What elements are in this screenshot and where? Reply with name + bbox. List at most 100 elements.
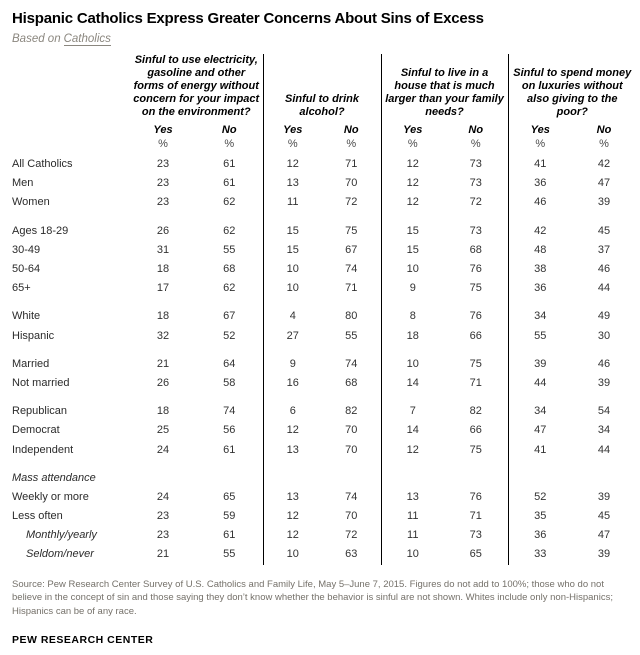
value-cell: 18 xyxy=(156,405,170,418)
value-cell: 18 xyxy=(156,310,170,323)
value-cell: 36 xyxy=(507,174,573,194)
value-cell: 25 xyxy=(156,424,170,437)
value-cell: 62 xyxy=(223,196,236,209)
value-cell xyxy=(322,213,381,222)
value-cell: 67 xyxy=(223,310,236,323)
section-row: Mass attendance xyxy=(12,468,636,488)
value-cell: 12 xyxy=(380,174,445,194)
value-cell: 76 xyxy=(469,310,482,323)
value-cell: 52 xyxy=(223,329,236,342)
value-cell: 15 xyxy=(262,221,322,241)
value-cell: 46 xyxy=(597,263,611,276)
value-cell: 11 xyxy=(380,526,445,546)
value-cell: 10 xyxy=(262,279,322,299)
value-cell: 55 xyxy=(507,326,573,346)
source-note: Source: Pew Research Center Survey of U.… xyxy=(12,578,613,618)
table-row: 30-49 31 55 15 67 15 68 48 37 xyxy=(12,240,636,261)
row-label: Monthly/yearly xyxy=(26,529,97,542)
value-cell xyxy=(130,393,196,402)
value-cell: 75 xyxy=(469,443,482,456)
value-cell: 10 xyxy=(380,260,445,280)
value-cell xyxy=(507,468,573,488)
value-cell: 12 xyxy=(380,193,445,213)
no-column-header: No xyxy=(596,124,612,137)
value-cell: 73 xyxy=(469,224,482,237)
value-cell: 23 xyxy=(156,177,170,190)
value-cell: 59 xyxy=(223,510,236,523)
value-cell xyxy=(196,393,263,402)
table-row: All Catholics 23 61 12 71 12 73 41 42 xyxy=(12,155,636,175)
value-cell: 71 xyxy=(469,510,482,523)
catholics-link[interactable]: Catholics xyxy=(63,33,111,47)
percent-symbol: % xyxy=(346,138,357,151)
row-label: Independent xyxy=(12,443,74,456)
yes-column-header: Yes xyxy=(507,122,573,138)
value-cell: 15 xyxy=(380,240,445,261)
value-cell: 33 xyxy=(507,545,573,565)
value-cell: 72 xyxy=(345,196,358,209)
value-cell xyxy=(262,298,322,308)
value-cell xyxy=(380,393,445,403)
value-cell: 39 xyxy=(597,196,611,209)
value-cell xyxy=(130,298,196,307)
value-cell: 76 xyxy=(469,490,482,503)
value-cell: 15 xyxy=(380,221,445,241)
spacer-row xyxy=(12,459,636,469)
value-cell: 82 xyxy=(469,405,482,418)
value-cell: 12 xyxy=(380,440,445,460)
pew-research-center-logo: PEW RESEARCH CENTER xyxy=(12,634,154,646)
table-row: White 18 67 4 80 8 76 34 49 xyxy=(12,307,636,327)
value-cell xyxy=(507,459,573,469)
value-cell: 12 xyxy=(262,421,322,441)
value-cell: 4 xyxy=(262,307,322,327)
table-row: Independent 24 61 13 70 12 75 41 44 xyxy=(12,440,636,460)
row-label: Ages 18-29 xyxy=(12,224,69,237)
row-label: Mass attendance xyxy=(12,471,96,484)
value-cell: 64 xyxy=(223,357,236,370)
row-label: Democrat xyxy=(12,424,60,437)
value-cell xyxy=(262,393,322,403)
value-cell xyxy=(507,393,573,403)
value-cell: 44 xyxy=(507,373,573,394)
question-header-house: Sinful to live in a house that is much l… xyxy=(380,54,509,123)
row-label xyxy=(12,393,130,402)
row-label: All Catholics xyxy=(12,158,73,171)
value-cell: 13 xyxy=(262,174,322,194)
table-row: Not married 26 58 16 68 14 71 44 39 xyxy=(12,373,636,394)
value-cell xyxy=(444,213,508,222)
value-cell: 23 xyxy=(156,529,170,542)
value-cell: 68 xyxy=(223,263,236,276)
value-cell: 26 xyxy=(156,224,170,237)
value-cell: 39 xyxy=(597,490,611,503)
value-cell: 52 xyxy=(507,487,573,508)
value-cell xyxy=(322,298,381,307)
value-cell: 72 xyxy=(345,529,358,542)
figure-title: Hispanic Catholics Express Greater Conce… xyxy=(12,10,484,27)
table-row: Democrat 25 56 12 70 14 66 47 34 xyxy=(12,421,636,441)
value-cell: 13 xyxy=(262,487,322,508)
percent-symbol: % xyxy=(599,138,609,151)
value-cell: 65 xyxy=(223,490,236,503)
value-cell: 8 xyxy=(380,307,445,327)
data-table: Sinful to use electricity, gasoline and … xyxy=(12,54,637,565)
value-cell: 67 xyxy=(345,243,358,256)
value-cell: 55 xyxy=(223,243,236,256)
value-cell: 73 xyxy=(469,158,482,171)
value-cell: 71 xyxy=(345,282,358,295)
value-cell: 61 xyxy=(223,177,236,190)
value-cell: 63 xyxy=(345,548,358,561)
row-label: Married xyxy=(12,357,50,370)
value-cell: 39 xyxy=(597,376,611,389)
table-row: 65+ 17 62 10 71 9 75 36 44 xyxy=(12,279,636,299)
value-cell: 82 xyxy=(345,405,358,418)
value-cell: 66 xyxy=(469,329,482,342)
value-cell: 9 xyxy=(380,279,445,299)
value-cell: 75 xyxy=(345,224,358,237)
value-cell xyxy=(380,212,445,222)
value-cell: 37 xyxy=(597,243,611,256)
value-cell: 21 xyxy=(156,548,170,561)
value-cell: 24 xyxy=(156,490,170,503)
row-label: 65+ xyxy=(12,282,31,295)
value-cell: 54 xyxy=(597,405,611,418)
value-cell: 75 xyxy=(469,357,482,370)
